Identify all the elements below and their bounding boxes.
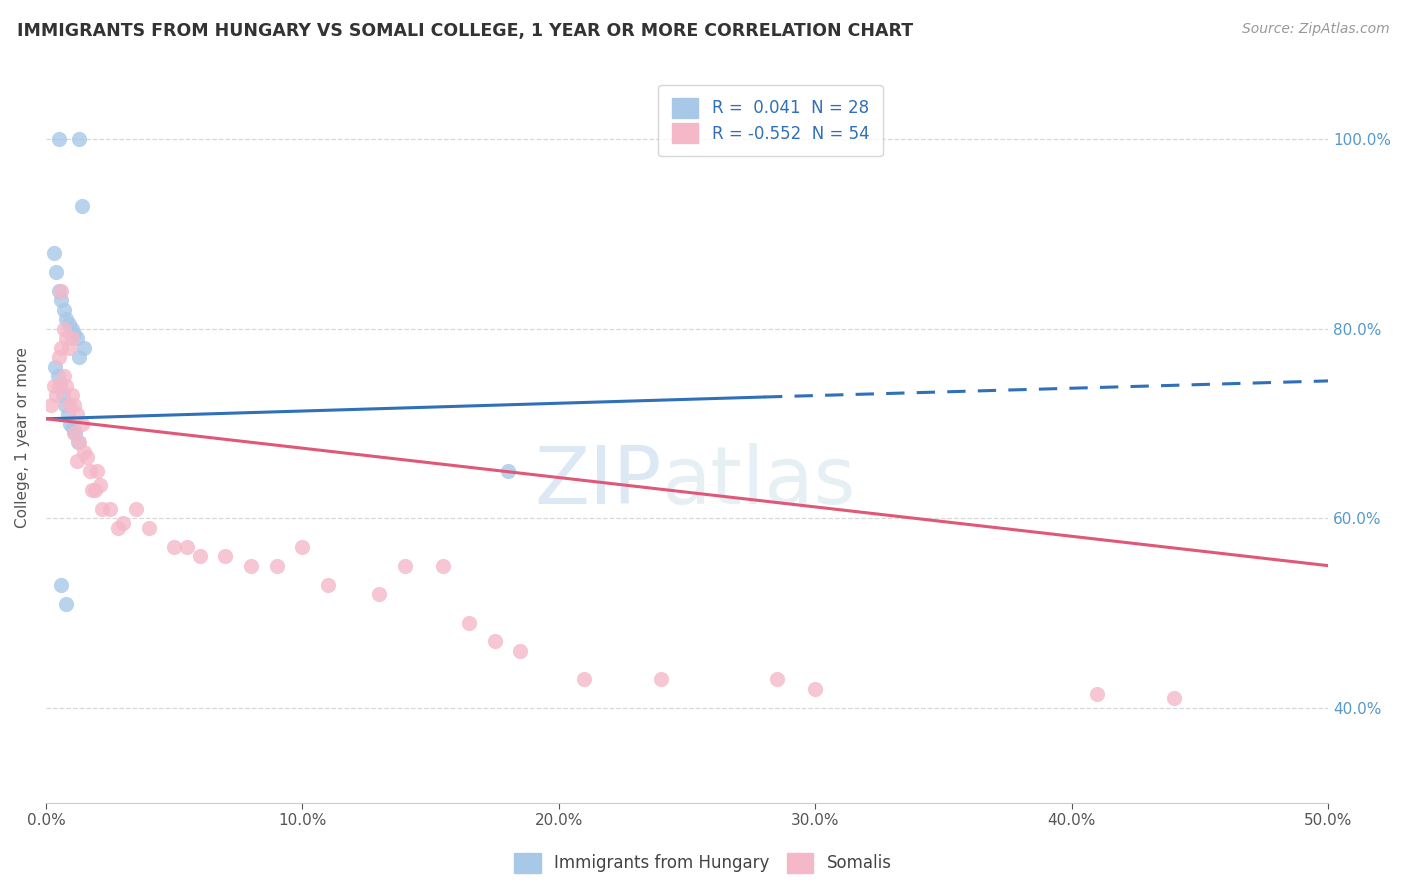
Point [650,673,672,687]
Point [55,597,77,611]
Point [51,341,73,355]
Point [52,388,75,402]
Point [52,369,75,384]
Text: ZIP: ZIP [534,442,661,521]
Point [60,331,83,345]
Point [765,673,787,687]
Point [188,549,211,564]
Point [65,425,87,440]
Point [291,540,314,554]
Point [48,132,70,146]
Point [394,558,416,573]
Point [76,450,98,464]
Point [52,322,75,336]
Point [60,388,83,402]
Point [62,421,84,435]
Point [1085,687,1108,701]
Point [83,483,105,497]
Point [63,425,86,440]
Point [45,388,67,402]
Point [67,435,90,450]
Point [58,317,80,331]
Point [66,331,89,345]
Point [39,398,62,412]
Point [432,558,454,573]
Point [66,435,89,450]
Point [176,540,198,554]
Point [63,326,86,341]
Point [316,577,339,591]
Point [214,549,236,564]
Point [107,521,129,535]
Point [59,417,82,431]
Point [48,378,70,392]
Point [45,265,67,279]
Point [53,398,76,412]
Point [82,483,104,497]
Point [1163,691,1185,706]
Point [42,378,65,392]
Point [63,398,86,412]
Point [91,501,114,516]
Legend: R =  0.041  N = 28, R = -0.552  N = 54: R = 0.041 N = 28, R = -0.552 N = 54 [658,85,883,156]
Point [49,378,72,392]
Y-axis label: College, 1 year or more: College, 1 year or more [15,347,30,528]
Point [496,464,519,478]
Point [73,445,96,459]
Point [70,417,93,431]
Text: IMMIGRANTS FROM HUNGARY VS SOMALI COLLEGE, 1 YEAR OR MORE CORRELATION CHART: IMMIGRANTS FROM HUNGARY VS SOMALI COLLEG… [17,22,912,40]
Point [58,341,80,355]
Point [70,199,93,213]
Point [163,540,186,554]
Point [266,558,288,573]
Point [51,293,73,308]
Point [48,284,70,298]
Point [73,341,96,355]
Point [60,322,83,336]
Point [458,615,481,630]
Point [52,302,75,317]
Point [44,359,66,374]
Point [86,464,108,478]
Point [574,673,596,687]
Point [125,501,148,516]
Point [111,516,134,530]
Point [51,284,73,298]
Point [56,407,79,421]
Point [42,246,65,260]
Point [66,454,89,468]
Point [240,558,263,573]
Point [804,681,827,696]
Point [58,398,80,412]
Point [55,312,77,326]
Text: atlas: atlas [661,442,856,521]
Point [484,634,506,648]
Point [89,478,111,492]
Point [55,331,77,345]
Point [55,378,77,392]
Point [67,350,90,364]
Point [79,464,101,478]
Point [98,501,121,516]
Legend: Immigrants from Hungary, Somalis: Immigrants from Hungary, Somalis [508,847,898,880]
Point [368,587,391,601]
Point [66,407,89,421]
Text: Source: ZipAtlas.com: Source: ZipAtlas.com [1241,22,1389,37]
Point [51,577,73,591]
Point [67,132,90,146]
Point [46,369,69,384]
Point [48,350,70,364]
Point [509,644,531,658]
Point [138,521,160,535]
